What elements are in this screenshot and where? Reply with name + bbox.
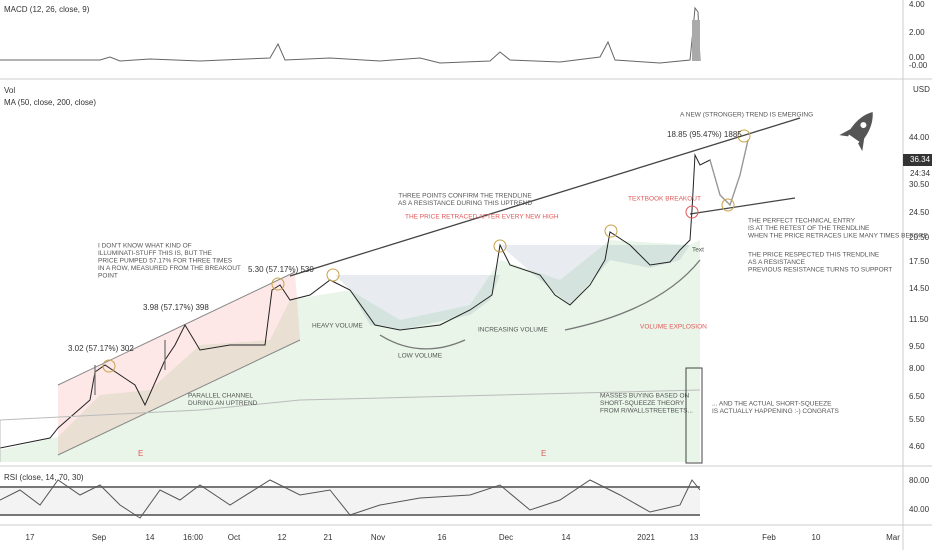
- annotation: PREVIOUS RESISTANCE TURNS TO SUPPORT: [748, 267, 892, 274]
- axis-label: 6.50: [909, 392, 925, 401]
- countdown: 24:34: [910, 169, 931, 178]
- axis-label: -0.00: [909, 61, 928, 70]
- annotation: 3.98 (57.17%) 398: [143, 303, 209, 312]
- last-price: 36.34: [910, 155, 931, 164]
- axis-label: 11.50: [909, 315, 929, 324]
- time-label: 10: [812, 533, 821, 542]
- time-label: Nov: [371, 533, 385, 542]
- time-label: 12: [278, 533, 287, 542]
- time-label: 17: [26, 533, 35, 542]
- rsi-title: RSI (close, 14, 70, 30): [4, 473, 84, 482]
- time-label: Oct: [228, 533, 241, 542]
- annotation: FROM R/WALLSTREETBETS...: [600, 408, 693, 415]
- axis-label: 17.50: [909, 257, 930, 266]
- annotation: INCREASING VOLUME: [478, 327, 548, 334]
- earnings: E: [541, 449, 546, 458]
- annotation: AS A RESISTANCE: [748, 259, 806, 266]
- macd-title: MACD (12, 26, close, 9): [4, 5, 90, 14]
- annotation: SHORT-SQUEEZE THEORY: [600, 400, 685, 407]
- axis-label: 80.00: [909, 476, 930, 485]
- annotation: A NEW (STRONGER) TREND IS EMERGING: [680, 112, 813, 119]
- annotation: TEXTBOOK BREAKOUT: [628, 196, 701, 203]
- axis-label: 20.50: [909, 233, 930, 242]
- annotation: MASSES BUYING BASED ON: [600, 393, 690, 400]
- annotation: 3.02 (57.17%) 302: [68, 344, 134, 353]
- axis-label: 4.00: [909, 0, 925, 9]
- axis-label: 40.00: [909, 505, 930, 514]
- annotation: HEAVY VOLUME: [312, 323, 363, 330]
- time-label: 2021: [637, 533, 655, 542]
- currency: USD: [913, 85, 930, 94]
- annotation: IS AT THE RETEST OF THE TRENDLINE: [748, 225, 870, 232]
- axis-label: 24.50: [909, 208, 930, 217]
- ma-label: MA (50, close, 200, close): [4, 98, 96, 107]
- annotation: THE PRICE RESPECTED THIS TRENDLINE: [748, 252, 880, 259]
- axis-label: 44.00: [909, 133, 930, 142]
- annotation: WHEN THE PRICE RETRACES LIKE MANY TIMES …: [748, 233, 929, 240]
- annotation: AS A RESISTANCE DURING THIS UPTREND: [398, 200, 532, 207]
- time-label: 14: [562, 533, 571, 542]
- time-label: 14: [146, 533, 155, 542]
- annotation: IN A ROW, MEASURED FROM THE BREAKOUT: [98, 265, 241, 272]
- axis-label: 0.00: [909, 53, 925, 62]
- time-label: Mar: [886, 533, 900, 542]
- annotation: THE PRICE RETRACED AFTER EVERY NEW HIGH: [405, 214, 559, 221]
- annotation: 5.30 (57.17%) 530: [248, 265, 314, 274]
- axis-label: 4.60: [909, 442, 925, 451]
- time-label: Sep: [92, 533, 107, 542]
- time-label: 13: [690, 533, 699, 542]
- annotation: ... AND THE ACTUAL SHORT-SQUEEZE: [712, 401, 832, 408]
- axis-label: 30.50: [909, 180, 930, 189]
- earnings: E: [138, 449, 143, 458]
- annotation: DURING AN UPTREND: [188, 400, 258, 407]
- annotation: LOW VOLUME: [398, 353, 443, 360]
- time-label: Dec: [499, 533, 513, 542]
- annotation: 18.85 (95.47%) 1885: [667, 130, 742, 139]
- annotation: POINT: [98, 273, 118, 280]
- annotation: VOLUME EXPLOSION: [640, 324, 707, 331]
- time-label: 16:00: [183, 533, 204, 542]
- annotation: I DON'T KNOW WHAT KIND OF: [98, 243, 192, 250]
- annotation: PARALLEL CHANNEL: [188, 393, 253, 400]
- annotation: THREE POINTS CONFIRM THE TRENDLINE: [398, 193, 532, 200]
- annotation: ILLUMINATI-STUFF THIS IS, BUT THE: [98, 250, 213, 257]
- annotation: PRICE PUMPED 57.17% FOR THREE TIMES: [98, 258, 233, 265]
- vol-label: Vol: [4, 86, 15, 95]
- annotation: IS ACTUALLY HAPPENING :-) CONGRATS: [712, 408, 839, 415]
- time-label: 21: [324, 533, 333, 542]
- axis-label: 2.00: [909, 28, 925, 37]
- annotation: Text: [692, 247, 704, 254]
- time-label: 16: [438, 533, 447, 542]
- axis-label: 14.50: [909, 284, 930, 293]
- time-label: Feb: [762, 533, 776, 542]
- annotation: THE PERFECT TECHNICAL ENTRY: [748, 218, 856, 225]
- axis-label: 9.50: [909, 342, 925, 351]
- axis-label: 5.50: [909, 415, 925, 424]
- axis-label: 8.00: [909, 364, 925, 373]
